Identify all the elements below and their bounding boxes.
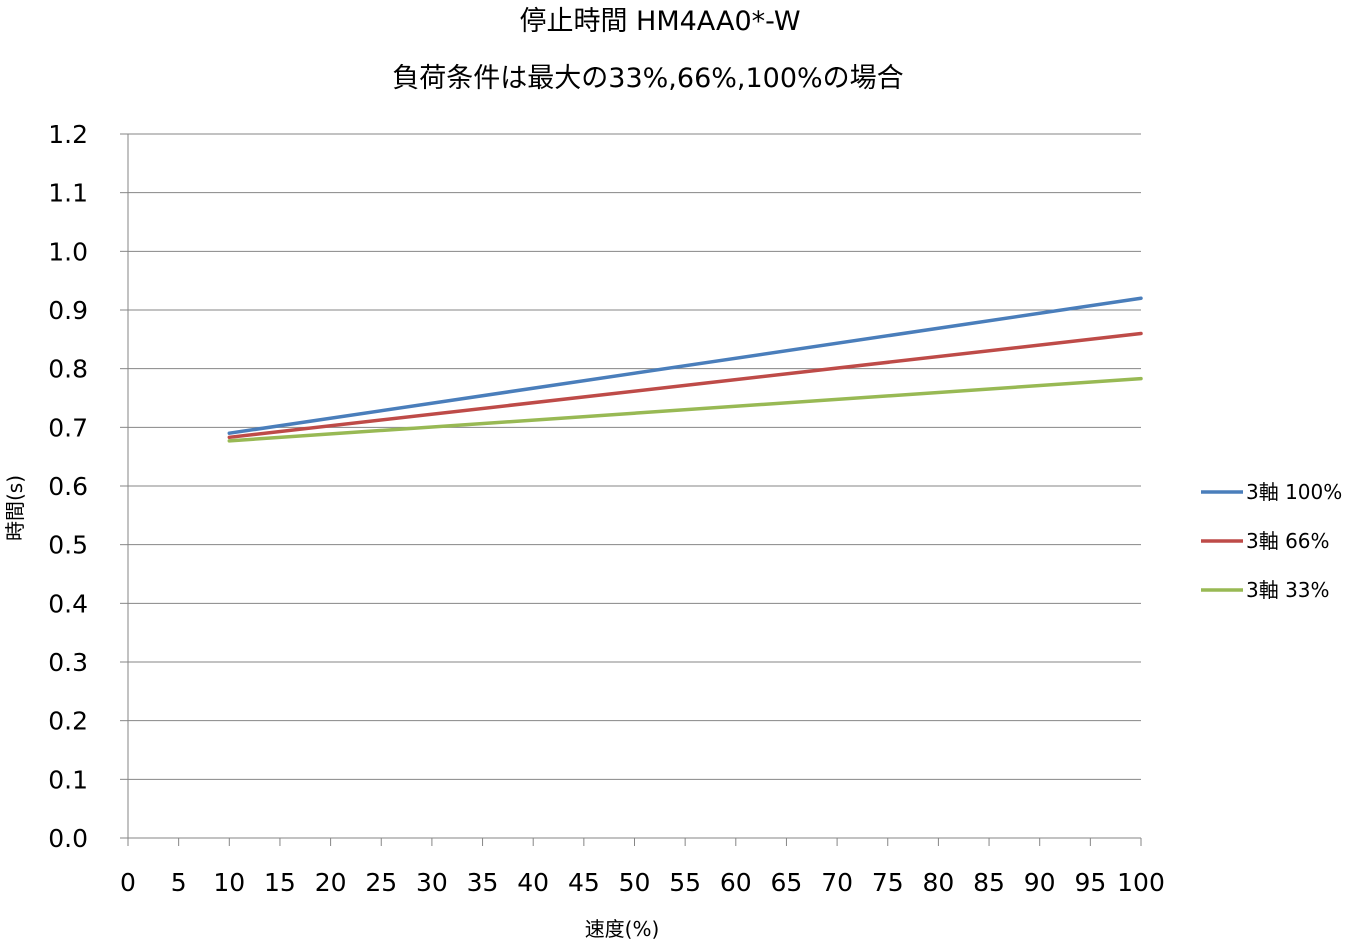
chart-subtitle: 負荷条件は最大の33%,66%,100%の場合 [392,63,903,94]
y-tick-labels: 0.0 0.1 0.2 0.3 0.4 0.5 0.6 0.7 0.8 0.9 1.0 1.1 1.2 [48,120,88,853]
legend: 3軸 100% 3軸 66% 3軸 33% [1201,480,1342,602]
axes [120,133,1142,846]
y-tick-label: 0.2 [48,707,88,736]
x-tick-labels: 0 5 10 15 20 25 30 35 40 45 50 55 60 65 70 75 80 85 90 95 10… [120,868,1165,897]
y-tick-label: 0.4 [48,589,88,618]
chart-title: 停止時間 HM4AA0*-W [519,6,800,37]
y-tick-label: 0.6 [48,472,88,501]
x-tick-label: 75 [872,868,904,897]
x-tick-label: 90 [1024,868,1056,897]
x-tick-label: 25 [365,868,397,897]
x-tick-label: 70 [821,868,853,897]
x-tick-label: 5 [171,868,187,897]
x-tick-label: 85 [973,868,1005,897]
x-tick-label: 15 [264,868,296,897]
x-tick-label: 55 [669,868,701,897]
series-lines [227,296,1143,443]
series-line-1 [227,331,1143,440]
legend-label-0: 3軸 100% [1246,480,1342,504]
series-line-2 [227,376,1143,443]
y-tick-label: 0.0 [48,824,88,853]
x-tick-label: 35 [467,868,499,897]
legend-label-1: 3軸 66% [1246,529,1330,553]
x-tick-label: 65 [771,868,803,897]
x-tick-label: 80 [922,868,954,897]
y-axis-label: 時間(s) [3,475,27,541]
y-tick-label: 0.3 [48,648,88,677]
x-axis-label: 速度(%) [585,917,660,941]
y-tick-label: 1.0 [48,237,88,266]
legend-label-2: 3軸 33% [1246,578,1330,602]
x-tick-label: 100 [1117,868,1165,897]
y-tick-label: 1.1 [48,179,88,208]
x-tick-label: 30 [416,868,448,897]
x-tick-label: 10 [213,868,245,897]
y-tick-label: 0.8 [48,355,88,384]
x-tick-label: 20 [315,868,347,897]
x-tick-label: 45 [568,868,600,897]
x-tick-label: 50 [619,868,651,897]
y-tick-label: 0.5 [48,531,88,560]
x-tick-label: 0 [120,868,136,897]
x-tick-label: 40 [517,868,549,897]
series-line-0 [227,296,1143,435]
y-tick-label: 0.1 [48,765,88,794]
gridlines [128,133,1141,780]
y-tick-label: 0.9 [48,296,88,325]
y-tick-label: 1.2 [48,120,88,149]
y-tick-label: 0.7 [48,413,88,442]
x-tick-label: 95 [1074,868,1106,897]
x-tick-label: 60 [720,868,752,897]
